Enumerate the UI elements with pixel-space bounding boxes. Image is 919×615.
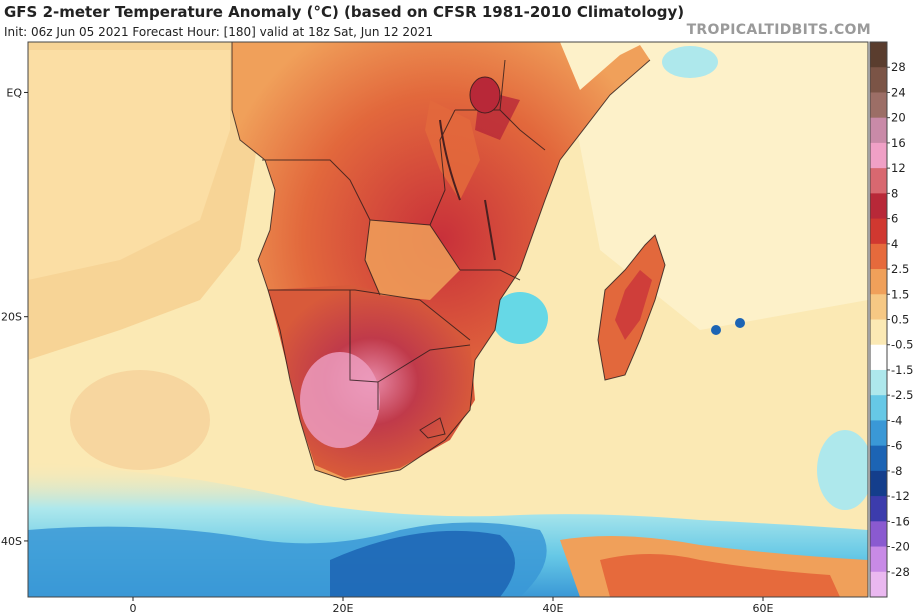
lat-label: 40S — [1, 535, 22, 548]
brand-watermark: TROPICALTIDBITS.COM — [686, 22, 871, 38]
colorbar-label: -8 — [891, 464, 902, 478]
colorbar-label: -16 — [891, 514, 910, 528]
island-reunion — [711, 325, 721, 335]
mozambique-cool-patch — [492, 292, 548, 344]
colorbar-label: -2.5 — [891, 388, 913, 402]
colorbar-swatch — [870, 218, 887, 245]
colorbar-swatch — [870, 42, 887, 68]
colorbar-swatch — [870, 546, 887, 573]
lon-label: 0 — [130, 602, 137, 615]
colorbar-label: -6 — [891, 439, 902, 453]
colorbar-swatch — [870, 294, 887, 320]
colorbar-swatch — [870, 420, 887, 447]
colorbar-swatch — [870, 496, 887, 522]
colorbar-swatch — [870, 571, 887, 598]
borders — [231, 42, 666, 481]
peak-anomaly — [300, 352, 380, 448]
map-subtitle: Init: 06z Jun 05 2021 Forecast Hour: [18… — [4, 25, 433, 39]
colorbar-swatch — [870, 142, 887, 169]
colorbar-label: 12 — [891, 161, 906, 175]
colorbar-label: 20 — [891, 111, 906, 125]
colorbar-swatch — [870, 92, 887, 119]
colorbar-swatch — [870, 117, 887, 144]
colorbar-swatch — [870, 395, 887, 421]
colorbar-label: 6 — [891, 212, 898, 226]
anomaly-field — [28, 42, 868, 597]
lake-tanganyika — [439, 119, 461, 201]
lat-label: EQ — [6, 86, 22, 99]
colorbar-label: 8 — [891, 186, 898, 200]
map-frame — [27, 41, 869, 598]
colorbar: 28 24 20 16 12 8 6 4 2.5 1.5 0.5 -0.5 -1.5 -2.5 -4 -6 -8… — [869, 41, 913, 598]
colorbar-swatch — [870, 243, 887, 270]
cool-patch — [662, 46, 718, 78]
colorbar-label: 24 — [891, 85, 906, 99]
colorbar-swatch — [870, 269, 887, 295]
lat-label: 20S — [1, 311, 22, 324]
latitude-axis: EQ 20S 40S — [1, 86, 28, 548]
colorbar-label: -12 — [891, 489, 910, 503]
colorbar-swatch — [870, 193, 887, 220]
cool-patch-east — [817, 430, 868, 510]
colorbar-label: -0.5 — [891, 338, 913, 352]
colorbar-swatch — [870, 521, 887, 548]
colorbar-swatch — [870, 369, 887, 396]
lon-label: 60E — [753, 602, 774, 615]
cyclone-swirl — [70, 370, 210, 470]
lake-malawi — [484, 199, 496, 261]
colorbar-label: -1.5 — [891, 363, 913, 377]
colorbar-swatch — [870, 470, 887, 497]
longitude-axis: 0 20E 40E 60E — [130, 597, 774, 615]
colorbar-label: 16 — [891, 136, 906, 150]
colorbar-swatch — [870, 344, 887, 371]
colorbar-label: -28 — [891, 565, 910, 579]
colorbar-label: 2.5 — [891, 262, 909, 276]
colorbar-label: 4 — [891, 237, 898, 251]
map-title: GFS 2-meter Temperature Anomaly (°C) (ba… — [4, 3, 685, 21]
colorbar-swatch — [870, 67, 887, 93]
colorbar-label: -20 — [891, 540, 910, 554]
lon-label: 40E — [543, 602, 564, 615]
colorbar-swatch — [870, 319, 887, 346]
colorbar-swatch — [870, 445, 887, 472]
lake-victoria — [469, 76, 501, 114]
island-mauritius — [735, 318, 745, 328]
colorbar-label: 28 — [891, 60, 906, 74]
colorbar-label: -4 — [891, 413, 902, 427]
colorbar-swatch — [870, 168, 887, 194]
colorbar-label: 1.5 — [891, 287, 909, 301]
lon-label: 20E — [333, 602, 354, 615]
colorbar-label: 0.5 — [891, 313, 909, 327]
